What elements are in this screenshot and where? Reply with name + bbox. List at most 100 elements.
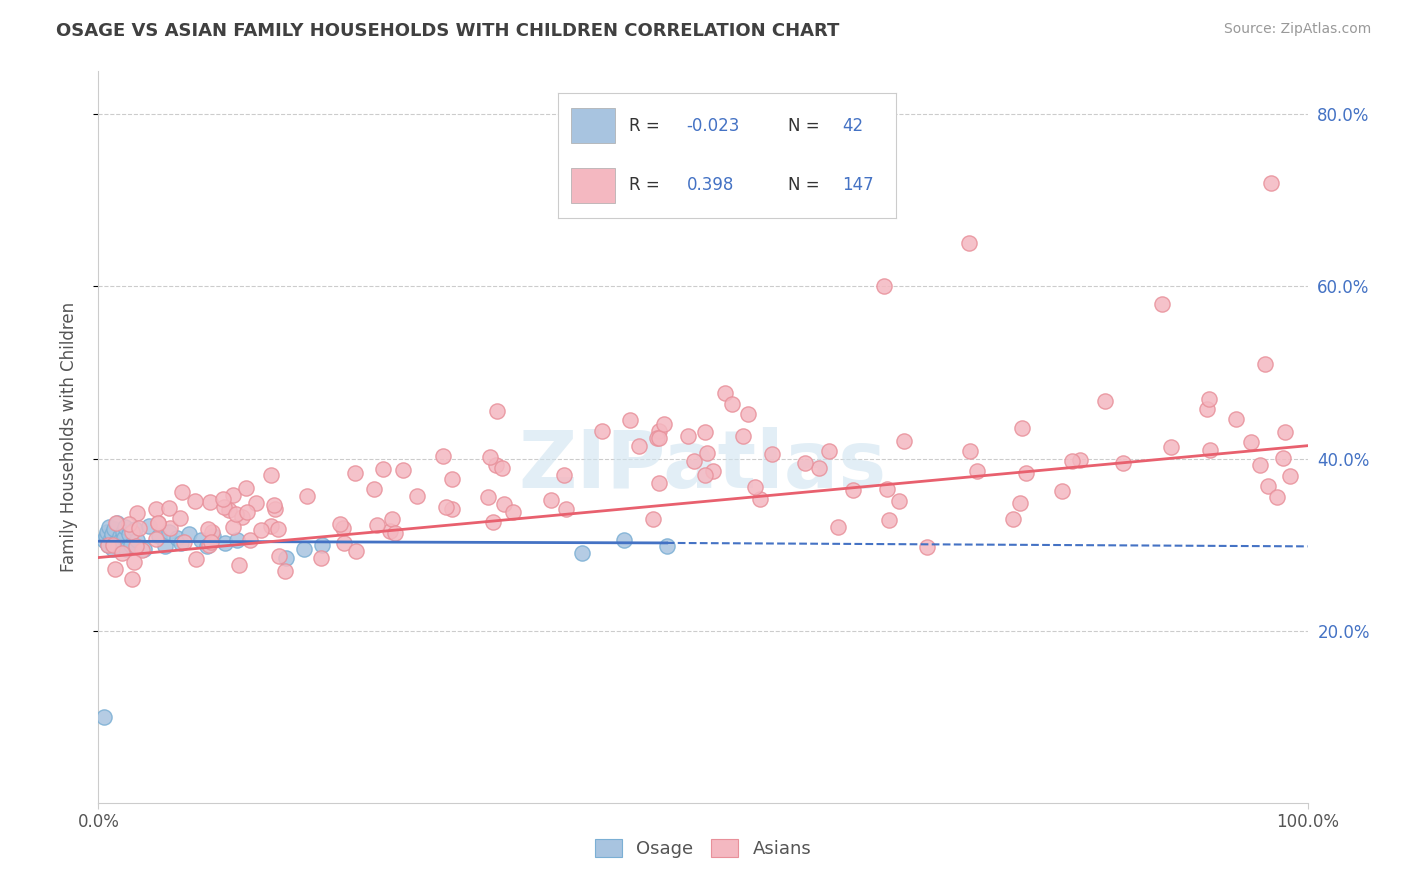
Point: [120, 538, 142, 552]
Point: [655, 540, 678, 554]
Point: [104, 536, 127, 550]
Point: [96, 524, 118, 539]
Point: [553, 467, 575, 482]
Point: [807, 461, 830, 475]
Point: [647, 431, 669, 445]
Point: [101, 538, 124, 552]
Point: [737, 408, 759, 422]
Point: [1010, 496, 1032, 510]
Point: [183, 493, 205, 508]
Point: [1278, 469, 1301, 483]
Point: [124, 522, 146, 536]
Text: OSAGE VS ASIAN FAMILY HOUSEHOLDS WITH CHILDREN CORRELATION CHART: OSAGE VS ASIAN FAMILY HOUSEHOLDS WITH CH…: [56, 22, 839, 40]
Point: [957, 236, 980, 251]
Point: [170, 484, 193, 499]
Point: [200, 534, 222, 549]
Point: [94, 529, 117, 543]
Point: [198, 538, 221, 552]
Point: [118, 527, 141, 541]
Point: [201, 525, 224, 540]
Point: [263, 502, 285, 516]
Point: [648, 424, 671, 438]
Point: [1094, 394, 1116, 409]
Point: [406, 489, 429, 503]
Y-axis label: Family Households with Children: Family Households with Children: [59, 302, 77, 572]
Point: [1112, 456, 1135, 470]
Point: [103, 522, 125, 536]
Point: [1272, 451, 1295, 466]
Point: [693, 468, 716, 483]
Point: [292, 541, 315, 556]
Point: [702, 464, 724, 478]
Point: [97, 538, 120, 552]
Point: [118, 517, 141, 532]
Point: [749, 491, 772, 506]
Point: [231, 510, 253, 524]
Point: [877, 513, 900, 527]
Point: [887, 493, 910, 508]
Point: [482, 516, 505, 530]
Point: [343, 466, 366, 480]
Point: [228, 558, 250, 573]
Point: [145, 501, 167, 516]
Point: [311, 538, 333, 552]
Point: [384, 526, 406, 541]
Point: [1160, 440, 1182, 454]
Point: [114, 520, 136, 534]
Point: [842, 483, 865, 497]
Point: [157, 500, 180, 515]
Point: [966, 464, 988, 478]
Point: [1011, 421, 1033, 435]
Point: [295, 489, 318, 503]
Point: [654, 417, 676, 432]
Point: [214, 536, 236, 550]
Point: [1198, 442, 1220, 457]
Point: [1249, 458, 1271, 473]
Point: [876, 482, 898, 496]
Point: [226, 533, 249, 548]
Point: [1274, 425, 1296, 439]
Point: [1052, 483, 1074, 498]
Point: [371, 462, 394, 476]
Point: [146, 516, 169, 530]
Point: [250, 523, 273, 537]
Point: [145, 533, 167, 547]
Point: [235, 481, 257, 495]
Point: [263, 498, 285, 512]
Point: [648, 475, 671, 490]
Point: [104, 516, 127, 530]
Point: [381, 512, 404, 526]
Point: [128, 521, 150, 535]
Point: [274, 550, 297, 565]
Point: [101, 541, 124, 556]
Point: [1225, 411, 1247, 425]
Point: [195, 540, 218, 554]
Point: [269, 549, 291, 563]
Point: [236, 505, 259, 519]
Point: [121, 572, 143, 586]
Point: [502, 505, 524, 519]
Point: [332, 520, 354, 534]
Point: [682, 454, 704, 468]
Point: [309, 550, 332, 565]
Point: [613, 533, 636, 548]
Point: [1257, 478, 1279, 492]
Point: [486, 404, 509, 418]
Point: [214, 500, 236, 514]
Point: [108, 529, 131, 543]
Point: [1265, 490, 1288, 504]
Point: [1198, 392, 1220, 407]
Point: [366, 518, 388, 533]
Point: [793, 456, 815, 470]
Point: [100, 531, 122, 545]
Point: [159, 521, 181, 535]
Point: [477, 490, 499, 504]
Point: [1240, 435, 1263, 450]
Point: [179, 527, 201, 541]
Point: [121, 525, 143, 540]
Point: [432, 449, 454, 463]
Point: [392, 462, 415, 476]
Point: [127, 533, 149, 548]
Point: [148, 529, 170, 543]
Point: [153, 540, 176, 554]
